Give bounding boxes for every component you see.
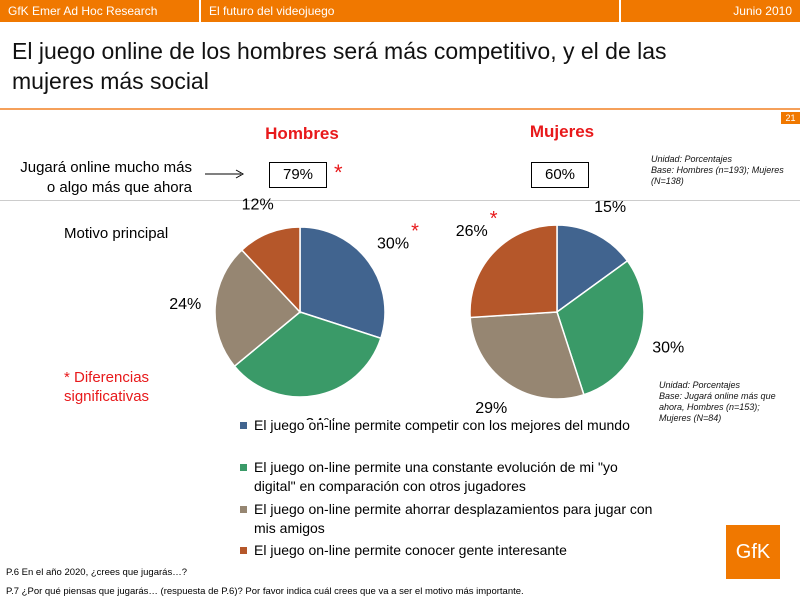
slice-label: 34%: [306, 416, 338, 420]
page-number: 21: [781, 112, 800, 124]
column-header: Hombres: [265, 124, 339, 143]
slice-label: 24%: [169, 296, 201, 313]
column-header: Mujeres: [529, 122, 595, 141]
slice-label: 29%: [475, 400, 507, 417]
legend-text: El juego on-line permite una constante e…: [254, 459, 618, 494]
slice-label: 30%: [377, 236, 409, 253]
pie-slice: [214, 248, 302, 368]
legend-item: El juego on-line permite una constante e…: [240, 458, 654, 496]
slide-title: El juego online de los hombres será más …: [12, 38, 667, 94]
answer-box: 79%: [269, 162, 327, 188]
row-rule: [0, 200, 800, 201]
header-project: El futuro del videojuego: [201, 0, 619, 22]
significance-marker: *: [490, 208, 498, 230]
arrow: [205, 169, 245, 179]
header-date: Junio 2010: [621, 0, 800, 22]
legend-text: El juego on-line permite ahorrar desplaz…: [254, 501, 653, 536]
significance-marker: *: [411, 221, 419, 243]
slice-label: 30%: [652, 339, 684, 356]
title-rule: [0, 108, 800, 110]
legend-text: El juego on-line permite competir con lo…: [254, 417, 630, 433]
row-label: Motivo principal: [64, 225, 169, 242]
pie-charts: 30%*34%24%12%15%30%29%26%*: [169, 196, 684, 420]
note: Unidad: Porcentajes Base: Jugará online m…: [659, 380, 789, 424]
note-line: Base: Hombres (n=193); Mujeres (N=138): [651, 165, 784, 186]
legend-swatch: [240, 506, 247, 513]
legend-item: El juego on-line permite ahorrar desplaz…: [240, 500, 654, 538]
note-line: Unidad: Porcentajes: [659, 380, 741, 390]
slice-label: 12%: [242, 196, 274, 213]
legend-item: El juego on-line permite competir con lo…: [240, 416, 654, 435]
pie-slice: [556, 224, 629, 314]
header-company: GfK Emer Ad Hoc Research: [0, 0, 199, 22]
pie-slice: [299, 226, 386, 340]
pie-slice: [233, 311, 382, 398]
slice-label: 15%: [594, 199, 626, 216]
significance-note: * Diferencias significativas: [64, 369, 150, 405]
legend-swatch: [240, 464, 247, 471]
note: Unidad: Porcentajes Base: Hombres (n=193)…: [651, 154, 791, 187]
pie-slice: [469, 224, 558, 319]
pie-slice: [556, 259, 645, 396]
slice-label: 26%: [456, 223, 488, 240]
note-line: Unidad: Porcentajes: [651, 154, 733, 164]
legend-swatch: [240, 422, 247, 429]
pie-slice: [469, 311, 585, 400]
question-label: Jugará online mucho más o algo más que a…: [20, 159, 192, 196]
footnote: P.6 En el año 2020, ¿crees que jugarás…?: [6, 567, 187, 578]
legend-swatch: [240, 547, 247, 554]
significance-marker: *: [334, 160, 343, 185]
note-line: Base: Jugará online más que ahora, Hombr…: [659, 391, 776, 423]
legend-item: El juego on-line permite conocer gente i…: [240, 541, 654, 560]
pie-slice: [240, 226, 301, 314]
footnote: P.7 ¿Por qué piensas que jugarás… (respu…: [6, 586, 524, 597]
legend-text: El juego on-line permite conocer gente i…: [254, 542, 567, 558]
logo: GfK: [726, 525, 780, 579]
answer-box: 60%: [531, 162, 589, 188]
